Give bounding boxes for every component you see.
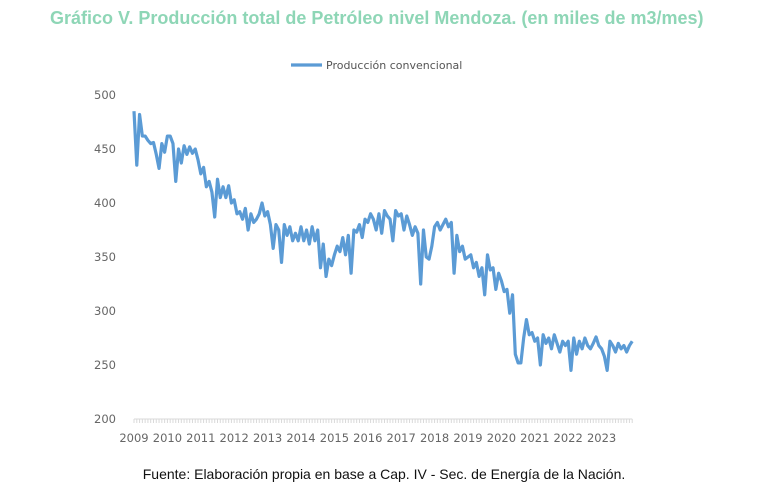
- x-tick-label: 2009: [119, 431, 148, 445]
- source-note: Fuente: Elaboración propia en base a Cap…: [142, 466, 626, 482]
- x-tick-label: 2013: [253, 431, 282, 445]
- x-tick-label: 2014: [286, 431, 315, 445]
- y-tick-label: 350: [94, 250, 116, 264]
- y-tick-label: 400: [94, 196, 116, 210]
- x-tick-label: 2011: [186, 431, 215, 445]
- legend-label: Producción convencional: [326, 59, 462, 72]
- x-tick-label: 2018: [420, 431, 449, 445]
- y-tick-label: 200: [94, 412, 116, 426]
- chart-title: Gráfico V. Producción total de Petróleo …: [50, 8, 704, 28]
- y-tick-label: 300: [94, 304, 116, 318]
- x-tick-label: 2010: [153, 431, 182, 445]
- x-tick-label: 2019: [453, 431, 482, 445]
- x-tick-label: 2023: [587, 431, 616, 445]
- y-tick-label: 500: [94, 88, 116, 102]
- x-tick-label: 2022: [554, 431, 583, 445]
- x-tick-label: 2015: [320, 431, 349, 445]
- x-tick-label: 2020: [487, 431, 516, 445]
- x-tick-label: 2012: [220, 431, 249, 445]
- x-tick-label: 2016: [353, 431, 382, 445]
- x-tick-label: 2021: [520, 431, 549, 445]
- y-tick-label: 250: [94, 358, 116, 372]
- x-tick-label: 2017: [387, 431, 416, 445]
- series-line-produccion-convencional: [132, 111, 634, 372]
- y-tick-label: 450: [94, 142, 116, 156]
